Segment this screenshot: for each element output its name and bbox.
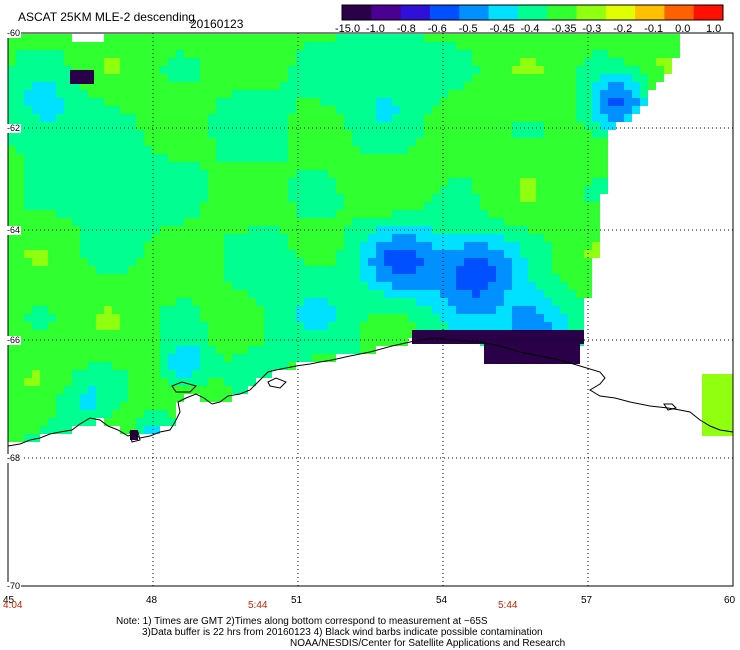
colorbar-segment [488,5,519,20]
colorbar-tick-label: -15.0 [335,23,361,35]
colorbar-tick-label: 1.0 [706,23,722,35]
map-frame [7,32,734,587]
colorbar-tick-label: -0.8 [396,23,416,35]
lon-label-45: 45 [3,595,15,606]
colorbar-tick-label: 0.0 [675,23,691,35]
colorbar-segment [342,5,372,20]
colorbar-tick-label: -0.3 [582,23,602,35]
colorbar-segment [693,5,724,20]
colorbar-tick-label: -1.0 [365,23,385,35]
colorbar-segment [635,5,665,20]
lon-label-60: 60 [724,595,736,606]
time-label-start: 4:04 [3,600,23,611]
colorbar-tick-label: -0.5 [458,23,478,35]
colorbar-tick-label: -0.35 [551,23,577,35]
colorbar-segment [400,5,431,20]
colorbar-tick-label: -0.4 [520,23,540,35]
colorbar-segment [605,5,636,20]
lat-label-62: -62 [6,123,22,133]
note-line-2: 3)Data buffer is 22 hrs from 20160123 4)… [142,627,543,638]
lat-label-64: -64 [6,225,22,235]
lat-lon-grid [8,33,733,586]
lat-label-60: -60 [6,28,22,38]
colorbar-tick-label: -0.45 [489,23,515,35]
lon-label-57: 57 [581,595,593,606]
time-label-mid: 5:44 [248,600,268,611]
colorbar-tick-label: -0.6 [427,23,447,35]
colorbar-segment [547,5,577,20]
mle-field [8,34,733,442]
colorbar-segment [371,5,402,20]
colorbar-segment [576,5,607,20]
coastline [7,337,734,447]
colorbar-tick-label: -0.2 [613,23,633,35]
colorbar-segment [517,5,548,20]
colorbar-segment [429,5,460,20]
product-date: 20160123 [190,17,244,31]
lon-label-48: 48 [146,595,158,606]
product-title: ASCAT 25KM MLE-2 descending [18,10,195,24]
colorbar-segment [459,5,490,20]
lat-label-68: -68 [6,453,22,463]
time-label-end: 5:44 [498,600,518,611]
note-line-1: Note: 1) Times are GMT 2)Times along bot… [116,616,488,627]
lat-label-66: -66 [6,335,22,345]
colorbar [341,4,724,21]
colorbar-tick-label: -0.1 [644,23,664,35]
lat-label-70: -70 [6,581,22,591]
lon-label-54: 54 [436,595,448,606]
lon-label-51: 51 [291,595,303,606]
colorbar-segment [664,5,695,20]
note-line-3: NOAA/NESDIS/Center for Satellite Applica… [290,638,566,649]
